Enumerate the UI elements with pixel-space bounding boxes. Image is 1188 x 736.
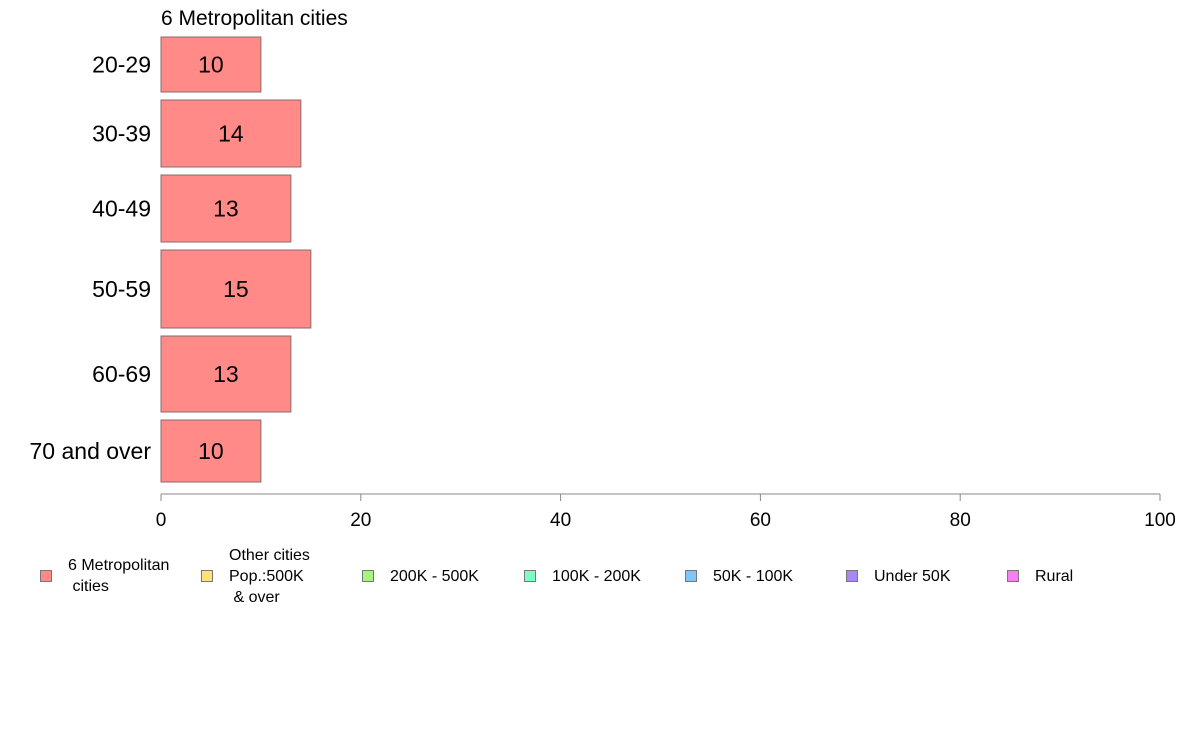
bar-group: 10 20-29 14 30-39 13 40-49 15 50-59 13 60-69 10 70 … [30,36,312,483]
bar-70-and-over [160,419,262,483]
legend-swatch [362,570,374,582]
legend-item: Under 50K [846,566,951,587]
bar-value-label: 10 [198,438,224,464]
legend-swatch [201,570,213,582]
legend-swatch [524,570,536,582]
y-tick-label: 30-39 [92,121,151,147]
bar-value-label: 10 [198,52,224,78]
bar-30-39 [160,99,302,168]
x-axis: 0 20 40 60 80 100 [156,493,1176,531]
x-tick-label: 100 [1144,510,1176,531]
legend-swatch [685,570,697,582]
legend-label: 200K - 500K [390,567,479,585]
legend-item: Rural [1007,566,1073,587]
bar-value-label: 14 [218,121,244,147]
legend-item: 6 Metropolitan cities [40,555,169,597]
y-tick-label: 40-49 [92,196,151,222]
bar-value-label: 13 [213,361,239,387]
x-tick-label: 0 [156,510,167,531]
legend-item: 100K - 200K [524,566,641,587]
bar-value-label: 13 [213,196,239,222]
legend-label: 6 Metropolitan cities [68,557,170,595]
chart-canvas: 6 Metropolitan cities 10 20-29 14 30-39 13 40… [30,7,1176,531]
legend-swatch [40,570,52,582]
legend-item: Other cities Pop.:500K & over [201,545,310,608]
bar-50-59 [160,249,312,329]
bar-60-69 [160,335,292,413]
legend-swatch [846,570,858,582]
legend-label: 50K - 100K [713,567,794,585]
y-tick-label: 60-69 [92,361,151,387]
y-tick-label: 50-59 [92,276,151,302]
legend: 6 Metropolitan cities Other cities Pop.:5… [0,544,1188,608]
bar-value-label: 15 [223,276,249,302]
legend-item: 200K - 500K [362,566,479,587]
x-tick-label: 20 [350,510,371,531]
bar-20-29 [160,36,262,93]
y-tick-label: 70 and over [30,438,152,464]
legend-label: Rural [1035,567,1074,585]
x-tick-label: 60 [750,510,771,531]
legend-label: Under 50K [874,567,951,585]
x-tick-label: 40 [550,510,571,531]
x-tick-label: 80 [950,510,971,531]
legend-item: 50K - 100K [685,566,793,587]
y-tick-label: 20-29 [92,52,151,78]
chart-title: 6 Metropolitan cities [161,7,348,30]
legend-swatch [1007,570,1019,582]
legend-label: Other cities Pop.:500K & over [229,546,310,606]
legend-label: 100K - 200K [552,567,641,585]
bar-40-49 [160,174,292,243]
